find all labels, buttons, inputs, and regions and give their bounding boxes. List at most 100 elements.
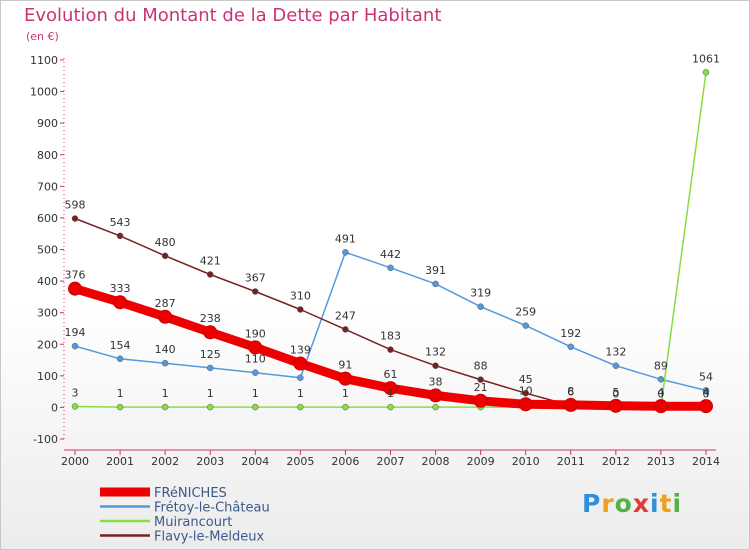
data-label: 376 [65,269,86,282]
x-tick-label: 2013 [647,455,675,468]
data-point [432,280,439,288]
data-label: 1061 [692,52,720,65]
data-point [477,376,484,383]
data-label: 310 [290,290,311,303]
y-tick-label: 600 [37,212,58,225]
data-point [206,364,214,372]
data-label: 442 [380,248,401,261]
y-tick-label: 100 [37,370,58,383]
data-point [612,362,620,369]
data-label: 10 [519,384,533,397]
data-point [387,346,394,353]
data-label: 0 [657,387,664,400]
data-label: 194 [65,326,86,339]
data-point [116,355,124,363]
data-label: 132 [605,346,626,359]
x-tick-label: 2009 [467,455,495,468]
data-point [252,369,259,376]
data-point [383,381,398,396]
chart-legend: FRéNICHESFrétoy-le-ChâteauMuirancourtFla… [100,486,270,545]
data-point [567,343,575,351]
data-point [387,264,394,272]
x-tick-label: 2003 [196,455,224,468]
y-tick-label: 400 [37,275,58,288]
data-label: 319 [470,287,491,300]
data-point [473,393,488,408]
data-label: 8 [567,385,574,398]
data-point [518,397,533,412]
data-point [342,403,349,411]
data-label: 132 [425,346,446,359]
y-tick-label: 900 [37,117,58,130]
y-tick-label: 1000 [30,86,58,99]
y-tick-label: 0 [51,401,58,414]
legend-label: FRéNICHES [154,486,227,501]
data-label: 1 [207,387,214,400]
data-label: 543 [110,216,131,229]
x-tick-label: 2002 [151,455,179,468]
data-label: 139 [290,344,311,357]
data-point [161,403,169,411]
data-label: 1 [297,387,304,400]
data-point [342,249,349,256]
data-point [477,303,484,310]
data-point [116,403,124,411]
data-point [71,403,79,410]
data-label: 238 [200,312,221,325]
data-point [297,374,304,381]
data-label: 491 [335,232,356,245]
data-point [297,306,304,313]
x-tick-label: 2008 [422,455,450,468]
y-tick-label: 300 [37,307,58,320]
data-label: 247 [335,309,356,322]
data-point [158,309,173,324]
data-point [206,403,214,411]
data-label: 1 [252,387,259,400]
data-label: 391 [425,264,446,277]
data-point [248,340,263,355]
legend-label: Muirancourt [154,515,232,530]
chart-axes: -100010020030040050060070080090010001100… [30,54,720,468]
data-point [113,295,128,310]
data-label: 1 [162,387,169,400]
data-point [71,215,79,222]
data-label: 140 [155,343,176,356]
data-label: 1 [342,387,349,400]
data-label: 110 [245,353,266,366]
data-point [563,397,578,412]
data-label: 125 [200,348,221,361]
data-label: 259 [515,306,536,319]
data-label: 38 [429,375,443,388]
data-point [428,388,443,403]
data-point [387,403,394,411]
data-point [522,322,529,329]
data-label: 89 [654,359,668,372]
x-tick-label: 2014 [692,455,720,468]
data-label: 1 [117,387,124,400]
data-label: 4 [657,386,664,399]
data-point [161,252,169,260]
data-label: 421 [200,254,221,267]
x-tick-label: 2006 [331,455,359,468]
data-point [203,325,218,340]
data-label: 61 [383,368,397,381]
data-point [657,376,665,383]
data-label: 367 [245,272,266,285]
data-label: 333 [110,282,131,295]
y-tick-label: 700 [37,180,58,193]
data-point [116,232,124,240]
legend-label: Flavy-le-Meldeux [154,530,265,545]
data-label: 54 [699,370,713,383]
data-label: 0 [702,387,709,400]
data-label: 154 [110,339,131,352]
data-point [68,281,82,296]
data-point [653,399,668,414]
x-tick-label: 2010 [512,455,540,468]
data-label: 192 [560,327,581,340]
x-tick-label: 2005 [286,455,314,468]
data-label: 1 [387,387,394,400]
data-point [698,399,713,414]
x-tick-label: 2004 [241,455,269,468]
